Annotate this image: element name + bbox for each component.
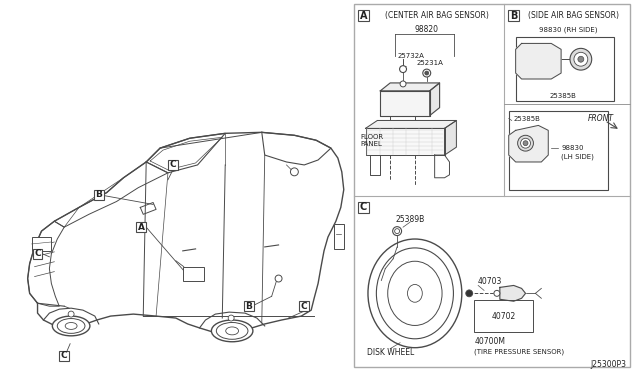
Bar xyxy=(474,300,533,332)
Circle shape xyxy=(275,275,282,282)
Ellipse shape xyxy=(52,316,90,336)
Text: 25385B: 25385B xyxy=(514,115,541,122)
Text: FLOOR
PANEL: FLOOR PANEL xyxy=(360,134,384,147)
Circle shape xyxy=(68,311,74,317)
Circle shape xyxy=(425,71,429,75)
Polygon shape xyxy=(380,83,440,91)
Circle shape xyxy=(291,168,298,176)
Text: J25300P3: J25300P3 xyxy=(590,360,627,369)
Ellipse shape xyxy=(226,327,239,335)
Bar xyxy=(300,301,309,311)
Bar xyxy=(136,222,146,232)
Ellipse shape xyxy=(368,239,462,348)
Text: B: B xyxy=(510,11,517,21)
Circle shape xyxy=(399,65,406,73)
Text: 98830: 98830 xyxy=(561,145,584,151)
Polygon shape xyxy=(365,121,456,128)
Circle shape xyxy=(494,291,500,296)
Circle shape xyxy=(400,81,406,87)
Circle shape xyxy=(466,290,473,297)
Bar xyxy=(31,237,51,251)
Text: 25231A: 25231A xyxy=(417,60,444,66)
Text: A: A xyxy=(138,223,145,232)
Polygon shape xyxy=(429,83,440,116)
Text: C: C xyxy=(170,160,176,169)
Bar xyxy=(358,202,369,213)
Bar xyxy=(244,301,254,311)
Text: FRONT: FRONT xyxy=(588,114,614,123)
Text: C: C xyxy=(34,249,41,258)
Text: B: B xyxy=(246,302,252,311)
Text: 25732A: 25732A xyxy=(397,53,424,59)
Polygon shape xyxy=(365,128,445,155)
Text: DISK WHEEL: DISK WHEEL xyxy=(367,348,414,357)
Text: 25389B: 25389B xyxy=(396,215,424,224)
Bar xyxy=(509,110,607,190)
Text: 40703: 40703 xyxy=(478,277,502,286)
Circle shape xyxy=(423,69,431,77)
Bar xyxy=(183,267,205,282)
Bar xyxy=(33,249,42,259)
Circle shape xyxy=(520,138,531,148)
Polygon shape xyxy=(516,44,561,79)
Text: (SIDE AIR BAG SENSOR): (SIDE AIR BAG SENSOR) xyxy=(527,11,618,20)
Bar xyxy=(60,351,69,360)
Circle shape xyxy=(578,56,584,62)
Text: C: C xyxy=(301,302,308,311)
Bar xyxy=(508,10,519,21)
Bar xyxy=(94,190,104,199)
Polygon shape xyxy=(509,125,548,162)
Bar xyxy=(168,160,178,170)
Ellipse shape xyxy=(211,320,253,342)
Text: 25385B: 25385B xyxy=(550,93,577,99)
Text: (LH SIDE): (LH SIDE) xyxy=(561,154,594,160)
Text: (TIRE PRESSURE SENSOR): (TIRE PRESSURE SENSOR) xyxy=(474,349,564,355)
Bar xyxy=(516,36,614,101)
Circle shape xyxy=(393,227,401,235)
Circle shape xyxy=(395,229,399,234)
Text: 40700M: 40700M xyxy=(474,337,505,346)
Ellipse shape xyxy=(408,285,422,302)
Ellipse shape xyxy=(376,248,453,339)
Text: 98820: 98820 xyxy=(415,25,439,34)
Text: (CENTER AIR BAG SENSOR): (CENTER AIR BAG SENSOR) xyxy=(385,11,489,20)
Circle shape xyxy=(228,315,234,321)
Text: 98830 (RH SIDE): 98830 (RH SIDE) xyxy=(539,26,597,33)
Ellipse shape xyxy=(58,318,85,333)
Text: B: B xyxy=(95,190,102,199)
Text: A: A xyxy=(360,11,367,21)
Circle shape xyxy=(574,52,588,66)
Polygon shape xyxy=(380,91,429,116)
Bar xyxy=(358,10,369,21)
Polygon shape xyxy=(500,285,525,301)
Circle shape xyxy=(570,48,592,70)
Ellipse shape xyxy=(388,261,442,326)
Text: C: C xyxy=(61,351,68,360)
Ellipse shape xyxy=(65,323,77,330)
Bar xyxy=(334,224,344,249)
Text: 40702: 40702 xyxy=(492,312,516,321)
Ellipse shape xyxy=(216,323,248,339)
Text: C: C xyxy=(360,202,367,212)
Polygon shape xyxy=(445,121,456,155)
Bar xyxy=(354,4,630,368)
Circle shape xyxy=(523,141,528,146)
Circle shape xyxy=(518,135,533,151)
